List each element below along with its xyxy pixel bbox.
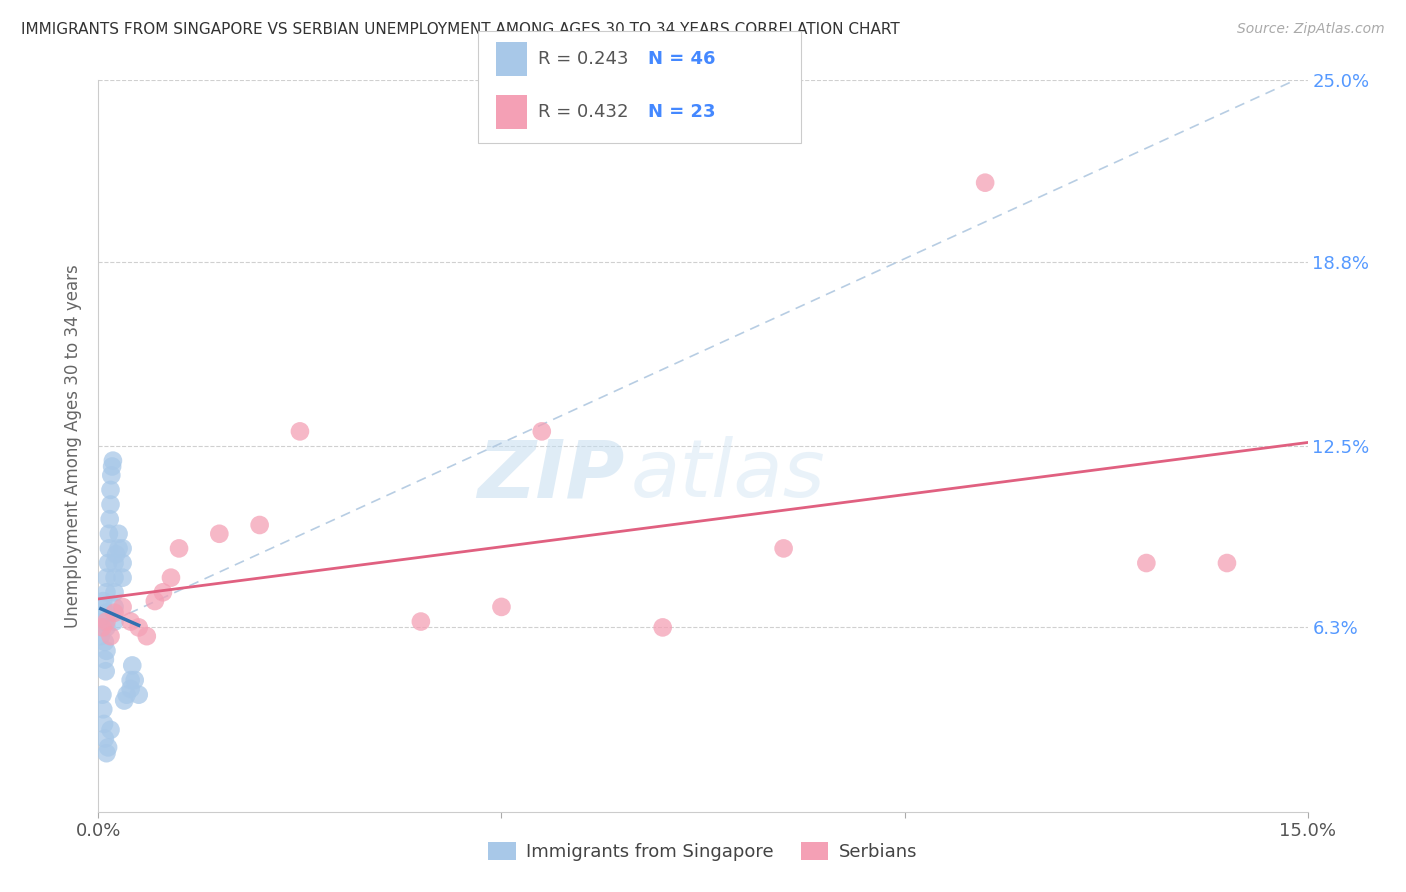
Point [90, 629, 112, 643]
Point [120, 681, 142, 696]
Point [98, 512, 121, 526]
Legend: Immigrants from Singapore, Serbians: Immigrants from Singapore, Serbians [481, 835, 925, 869]
Point [96, 620, 118, 634]
Point [100, 723, 122, 737]
Point [124, 673, 146, 687]
Point [103, 585, 125, 599]
Point [160, 571, 183, 585]
Text: Source: ZipAtlas.com: Source: ZipAtlas.com [1237, 22, 1385, 37]
Point [94, 731, 117, 746]
Point [288, 425, 311, 439]
Text: IMMIGRANTS FROM SINGAPORE VS SERBIAN UNEMPLOYMENT AMONG AGES 30 TO 34 YEARS CORR: IMMIGRANTS FROM SINGAPORE VS SERBIAN UNE… [21, 22, 900, 37]
Point [111, 571, 134, 585]
Point [101, 453, 124, 467]
Point [101, 459, 124, 474]
Point [152, 585, 174, 599]
Point [974, 176, 997, 190]
Point [143, 594, 166, 608]
Point [128, 688, 150, 702]
Point [91, 594, 114, 608]
Point [105, 547, 128, 561]
Text: R = 0.243: R = 0.243 [538, 50, 628, 68]
Y-axis label: Unemployment Among Ages 30 to 34 years: Unemployment Among Ages 30 to 34 years [65, 264, 83, 628]
Point [530, 425, 553, 439]
Point [100, 498, 122, 512]
Text: ZIP: ZIP [477, 436, 624, 515]
Point [135, 629, 157, 643]
Point [107, 526, 129, 541]
Point [94, 665, 117, 679]
Point [91, 599, 114, 614]
Point [208, 526, 231, 541]
Point [120, 615, 142, 629]
Point [100, 629, 122, 643]
Point [100, 468, 122, 483]
Point [772, 541, 794, 556]
Point [96, 746, 118, 760]
Point [97, 541, 120, 556]
Point [128, 620, 150, 634]
Text: atlas: atlas [630, 436, 825, 515]
Point [651, 620, 673, 634]
Point [249, 518, 271, 533]
Point [96, 644, 118, 658]
Point [103, 615, 125, 629]
Point [96, 606, 118, 620]
Point [93, 615, 115, 629]
Point [111, 541, 134, 556]
Point [1135, 556, 1157, 570]
Point [107, 541, 129, 556]
Point [121, 658, 143, 673]
Point [91, 620, 114, 634]
Point [96, 615, 118, 629]
Point [103, 599, 125, 614]
Point [103, 556, 125, 570]
Point [120, 673, 142, 687]
Point [94, 652, 117, 666]
Point [96, 571, 118, 585]
Point [409, 615, 432, 629]
Point [111, 556, 134, 570]
Point [103, 571, 125, 585]
Point [491, 599, 513, 614]
Point [91, 688, 114, 702]
Point [91, 702, 114, 716]
Point [100, 483, 122, 497]
Point [111, 599, 134, 614]
Point [94, 635, 117, 649]
Point [93, 717, 115, 731]
Point [103, 606, 125, 620]
Point [167, 541, 190, 556]
Point [97, 740, 120, 755]
Text: R = 0.432: R = 0.432 [538, 103, 628, 121]
Point [1216, 556, 1239, 570]
Point [97, 526, 120, 541]
Text: N = 46: N = 46 [648, 50, 716, 68]
Point [115, 688, 138, 702]
Point [96, 585, 118, 599]
Text: N = 23: N = 23 [648, 103, 716, 121]
Point [97, 556, 120, 570]
Point [112, 693, 135, 707]
